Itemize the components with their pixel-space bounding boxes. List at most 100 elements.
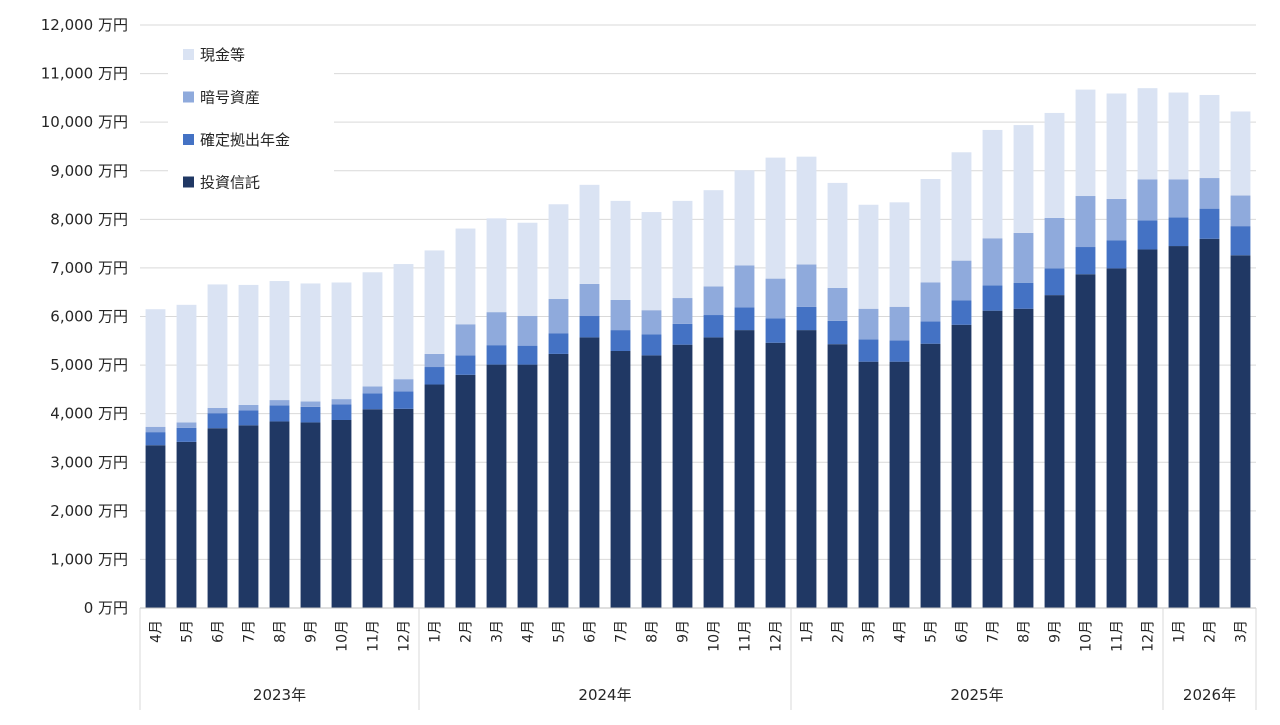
- bar-segment-series-0-cat-35: [1230, 255, 1251, 609]
- bar-segment-series-3-cat-28: [1013, 125, 1034, 233]
- bar-segment-series-0-cat-20: [765, 342, 786, 608]
- bar-segment-series-3-cat-1: [176, 304, 197, 423]
- bar-segment-series-0-cat-25: [920, 343, 941, 608]
- x-tick-label: 11月: [366, 620, 382, 652]
- bar-segment-series-1-cat-25: [920, 321, 941, 344]
- bar-segment-series-3-cat-17: [672, 200, 693, 299]
- bar-segment-series-2-cat-26: [951, 260, 972, 301]
- bar-segment-series-2-cat-2: [207, 407, 228, 414]
- bar-segment-series-3-cat-29: [1044, 112, 1065, 218]
- bar-segment-series-3-cat-23: [858, 204, 879, 309]
- bar-segment-series-3-cat-19: [734, 170, 755, 266]
- bar-segment-series-1-cat-15: [610, 330, 631, 351]
- legend-background: [168, 34, 334, 202]
- y-tick-label: 5,000 万円: [50, 356, 128, 374]
- bar-segment-series-0-cat-8: [393, 408, 414, 608]
- x-tick-label: 2月: [459, 620, 475, 643]
- bar-segment-series-0-cat-3: [238, 425, 259, 608]
- bar-segment-series-1-cat-27: [982, 285, 1003, 311]
- legend-label: 投資信託: [200, 174, 260, 192]
- x-tick-label: 5月: [552, 620, 568, 643]
- year-label: 2025年: [950, 686, 1003, 704]
- y-tick-label: 6,000 万円: [50, 308, 128, 326]
- x-tick-label: 7月: [242, 620, 258, 643]
- bar-segment-series-3-cat-0: [145, 309, 166, 427]
- bar-segment-series-3-cat-3: [238, 284, 259, 405]
- bar-segment-series-3-cat-10: [455, 228, 476, 325]
- x-axis: 4月 5月 6月 7月 8月 9月 10月 11月 12月 1月 2月 3月 4月 5月 6月 7月 8月 9月 1…: [139, 607, 1257, 710]
- x-tick-label: 2月: [831, 620, 847, 643]
- bar-segment-series-2-cat-35: [1230, 195, 1251, 227]
- legend-swatch: [183, 176, 194, 188]
- bars: [145, 88, 1251, 609]
- bar-segment-series-1-cat-3: [238, 410, 259, 426]
- bar-segment-series-3-cat-20: [765, 157, 786, 279]
- bar-segment-series-2-cat-25: [920, 282, 941, 322]
- bar-segment-series-2-cat-9: [424, 353, 445, 368]
- bar-segment-series-0-cat-22: [827, 344, 848, 608]
- y-tick-label: 10,000 万円: [41, 113, 128, 131]
- x-tick-label: 8月: [1017, 620, 1033, 643]
- bar-segment-series-2-cat-31: [1106, 198, 1127, 241]
- bar-segment-series-1-cat-0: [145, 432, 166, 446]
- bar-segment-series-0-cat-1: [176, 441, 197, 608]
- legend-swatch: [183, 49, 194, 60]
- y-tick-label: 0 万円: [84, 599, 128, 617]
- bar-segment-series-0-cat-19: [734, 330, 755, 608]
- bar-segment-series-0-cat-27: [982, 310, 1003, 608]
- bar-segment-series-1-cat-6: [331, 404, 352, 420]
- bar-segment-series-1-cat-9: [424, 367, 445, 385]
- bar-segment-series-1-cat-14: [579, 316, 600, 338]
- x-tick-label: 9月: [676, 620, 692, 643]
- bar-segment-series-2-cat-23: [858, 308, 879, 340]
- year-label: 2026年: [1183, 686, 1236, 704]
- y-tick-label: 7,000 万円: [50, 259, 128, 277]
- bar-segment-series-1-cat-33: [1168, 217, 1189, 247]
- bar-segment-series-2-cat-13: [548, 299, 569, 334]
- x-tick-label: 4月: [521, 620, 537, 643]
- bar-segment-series-3-cat-11: [486, 218, 507, 313]
- x-tick-label: 3月: [1234, 620, 1250, 643]
- bar-segment-series-1-cat-10: [455, 355, 476, 375]
- bar-segment-series-1-cat-35: [1230, 226, 1251, 256]
- bar-segment-series-0-cat-21: [796, 330, 817, 608]
- x-tick-label: 3月: [862, 620, 878, 643]
- bar-segment-series-0-cat-5: [300, 422, 321, 608]
- x-tick-label: 10月: [335, 620, 351, 652]
- year-label: 2024年: [578, 686, 631, 704]
- x-tick-label: 8月: [645, 620, 661, 643]
- legend-label: 確定拠出年金: [200, 131, 290, 149]
- y-tick-label: 4,000 万円: [50, 405, 128, 423]
- bar-segment-series-2-cat-5: [300, 401, 321, 407]
- bar-segment-series-3-cat-27: [982, 129, 1003, 239]
- x-tick-label: 10月: [1079, 620, 1095, 652]
- bar-segment-series-0-cat-12: [517, 364, 538, 608]
- bar-segment-series-1-cat-19: [734, 307, 755, 331]
- bar-segment-series-0-cat-2: [207, 428, 228, 608]
- x-tick-label: 7月: [986, 620, 1002, 643]
- bar-segment-series-0-cat-18: [703, 337, 724, 608]
- bar-segment-series-0-cat-23: [858, 361, 879, 608]
- x-tick-label: 1月: [428, 620, 444, 643]
- x-tick-label: 4月: [893, 620, 909, 643]
- y-tick-label: 11,000 万円: [41, 65, 128, 83]
- bar-segment-series-1-cat-22: [827, 320, 848, 345]
- bar-segment-series-0-cat-9: [424, 384, 445, 608]
- bar-segment-series-1-cat-18: [703, 315, 724, 338]
- x-tick-label: 11月: [738, 620, 754, 652]
- bar-segment-series-1-cat-34: [1199, 208, 1220, 239]
- bar-segment-series-1-cat-29: [1044, 268, 1065, 296]
- bar-segment-series-3-cat-30: [1075, 89, 1096, 197]
- bar-segment-series-0-cat-33: [1168, 246, 1189, 609]
- bar-segment-series-2-cat-3: [238, 404, 259, 411]
- bar-segment-series-3-cat-15: [610, 200, 631, 300]
- bar-segment-series-1-cat-24: [889, 340, 910, 362]
- bar-segment-series-0-cat-14: [579, 337, 600, 608]
- x-tick-label: 12月: [769, 620, 785, 652]
- bar-segment-series-2-cat-14: [579, 283, 600, 317]
- bar-segment-series-1-cat-8: [393, 391, 414, 409]
- bar-segment-series-0-cat-32: [1137, 249, 1158, 608]
- bar-segment-series-3-cat-7: [362, 272, 383, 387]
